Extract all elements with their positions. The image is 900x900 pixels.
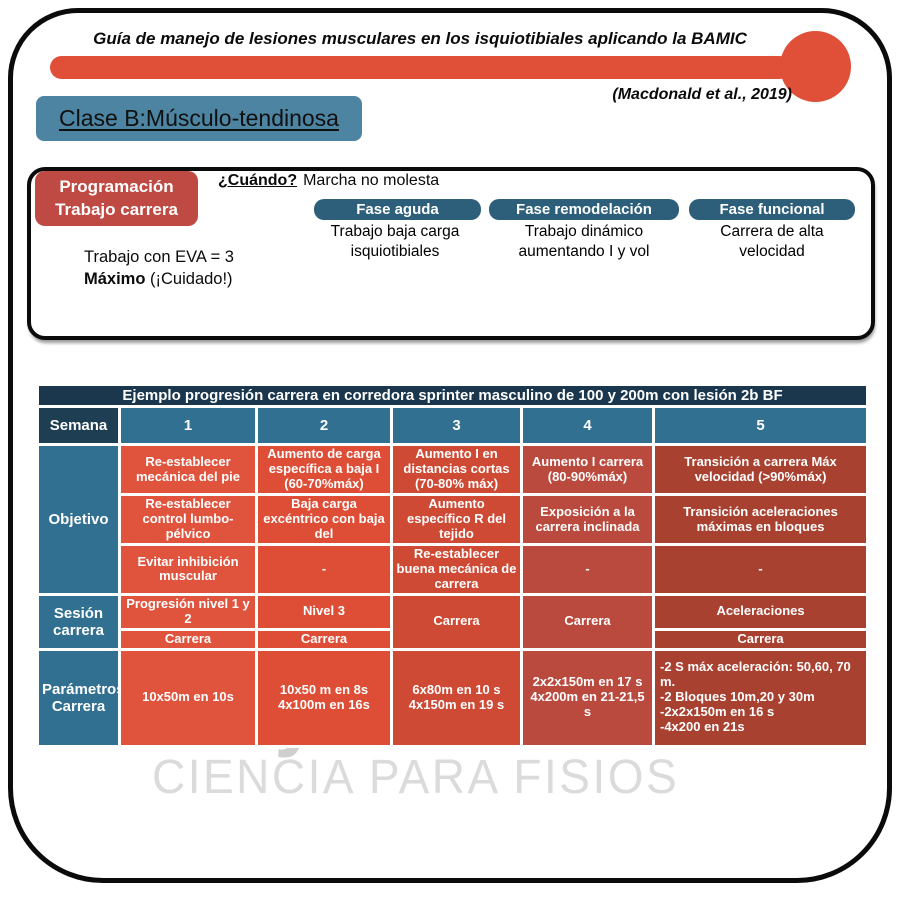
objective-w4-r3: - [520, 543, 655, 596]
session-w1-top: Progresión nivel 1 y 2 [118, 592, 258, 631]
phase-desc-remodeling: Trabajo dinámico aumentando I y vol [518, 223, 650, 260]
session-w1-bottom: Carrera [118, 627, 258, 651]
when-text: Marcha no molesta [303, 172, 440, 189]
objective-w1-r3: Evitar inhibición muscular [118, 543, 258, 596]
accent-circle [780, 31, 851, 102]
when-line: ¿Cuándo? Marcha no molesta [218, 172, 439, 190]
phase-pill-acute: Fase aguda [314, 199, 481, 220]
parameters-w5: -2 S máx aceleración: 50,60, 70 m. -2 Bl… [651, 647, 870, 748]
when-label: ¿Cuándo? [218, 172, 298, 189]
program-title-line2: Trabajo carrera [55, 199, 178, 219]
parameters-w4: 2x2x150m en 17 s 4x200m en 21-21,5 s [520, 647, 655, 748]
objective-w2-r2: Baja carga excéntrico con baja del [255, 493, 393, 547]
week-header-cell: Semana [36, 405, 121, 447]
objective-w5-r3: - [651, 543, 870, 596]
eva-line2: Máximo (¡Cuidado!) [84, 268, 234, 290]
week-1-header: 1 [118, 405, 258, 447]
objective-w5-r1: Transición a carrera Máx velocidad (>90%… [651, 443, 870, 497]
page-title: Guía de manejo de lesiones musculares en… [93, 29, 747, 48]
session-w5-top: Aceleraciones [651, 592, 870, 631]
session-w5-bottom: Carrera [651, 627, 870, 651]
class-b-box: Clase B:Músculo-tendinosa [36, 96, 362, 141]
session-w3: Carrera [390, 592, 523, 651]
objective-w3-r3: Re-establecer buena mecánica de carrera [390, 543, 523, 596]
progression-table: Ejemplo progresión carrera en corredora … [35, 382, 870, 748]
phase-desc-acute: Trabajo baja carga isquiotibiales [330, 223, 460, 260]
watermark-tagline: CIENCIA PARA FISIOS [152, 749, 680, 804]
objective-w1-r1: Re-establecer mecánica del pie [118, 443, 258, 497]
table-title: Ejemplo progresión carrera en corredora … [35, 382, 870, 409]
objective-w3-r2: Aumento específico R del tejido [390, 493, 523, 547]
objective-w3-r1: Aumento I en distancias cortas (70-80% m… [390, 443, 523, 497]
phase-pill-functional: Fase funcional [689, 199, 855, 220]
parameters-w3: 6x80m en 10 s 4x150m en 19 s [390, 647, 523, 748]
objective-w2-r1: Aumento de carga específica a baja I (60… [255, 443, 393, 497]
objective-w1-r2: Re-establecer control lumbo-pélvico [118, 493, 258, 547]
week-2-header: 2 [255, 405, 393, 447]
session-row-label: Sesión carrera [36, 592, 121, 651]
phase-pill-remodeling: Fase remodelación [489, 199, 679, 220]
eva-caution-label: (¡Cuidado!) [145, 270, 233, 289]
session-w2-top: Nivel 3 [255, 592, 393, 631]
class-b-label: Clase B:Músculo-tendinosa [59, 105, 339, 131]
program-section-border [27, 167, 875, 340]
week-4-header: 4 [520, 405, 655, 447]
objective-w4-r1: Aumento I carrera (80-90%máx) [520, 443, 655, 497]
parameters-row-label: Parámetros Carrera [36, 647, 121, 748]
citation: (Macdonald et al., 2019) [612, 86, 792, 103]
eva-note: Trabajo con EVA = 3 Máximo (¡Cuidado!) [84, 246, 234, 291]
parameters-w2: 10x50 m en 8s 4x100m en 16s [255, 647, 393, 748]
session-w2-bottom: Carrera [255, 627, 393, 651]
objective-row-label: Objetivo [36, 443, 121, 596]
accent-bar [50, 56, 791, 79]
program-title-line1: Programación [59, 177, 174, 197]
eva-max-label: Máximo [84, 270, 146, 289]
week-3-header: 3 [390, 405, 523, 447]
session-w4: Carrera [520, 592, 655, 651]
objective-w5-r2: Transición aceleraciones máximas en bloq… [651, 493, 870, 547]
page-border [8, 8, 892, 883]
parameters-w1: 10x50m en 10s [118, 647, 258, 748]
eva-line1: Trabajo con EVA = 3 [84, 248, 234, 266]
program-title-box: Programación Trabajo carrera [35, 171, 198, 226]
objective-w2-r3: - [255, 543, 393, 596]
objective-w4-r2: Exposición a la carrera inclinada [520, 493, 655, 547]
week-5-header: 5 [651, 405, 870, 447]
phase-desc-functional: Carrera de alta velocidad [720, 223, 824, 260]
